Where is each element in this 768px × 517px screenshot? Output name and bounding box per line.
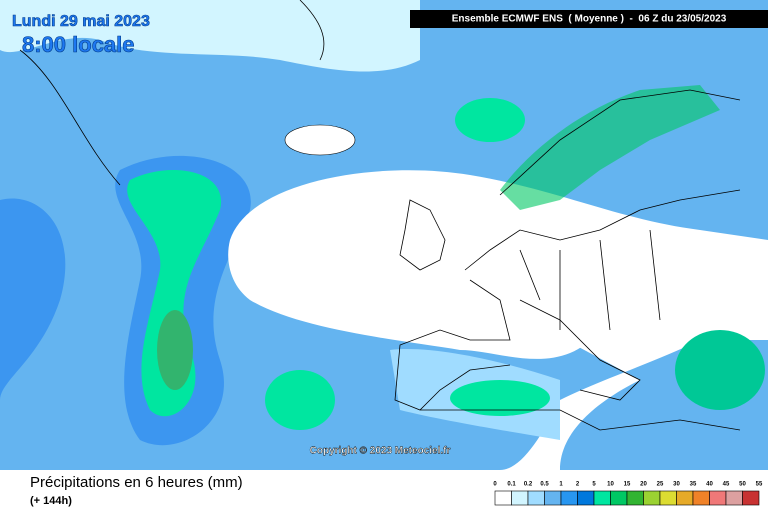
footer-title: Précipitations en 6 heures (mm) (30, 474, 243, 491)
precip-green (127, 170, 222, 417)
legend-swatch (527, 490, 545, 506)
legend-label: 0.2 (524, 482, 533, 488)
legend-label: 0.1 (507, 482, 516, 488)
legend-label: 2 (576, 482, 580, 488)
precip-green (675, 330, 765, 410)
time: 8:00 locale (22, 32, 135, 57)
precip-green (500, 85, 720, 210)
precip-green (455, 98, 525, 142)
legend-swatch (626, 490, 644, 506)
date: Lundi 29 mai 2023 (12, 13, 150, 30)
legend-swatch (692, 490, 710, 506)
legend-swatch (742, 490, 760, 506)
precip-green-dark (157, 310, 193, 390)
legend-swatch (610, 490, 628, 506)
legend-label: 20 (640, 482, 647, 488)
legend-label: 5 (592, 482, 596, 488)
legend-swatch (676, 490, 694, 506)
legend-label: 1 (559, 482, 563, 488)
legend-swatch (544, 490, 562, 506)
precip-green (265, 370, 335, 430)
model-info: Ensemble ECMWF ENS ( Moyenne ) - 06 Z du… (452, 14, 727, 25)
legend-label: 15 (624, 482, 631, 488)
legend-label: 55 (756, 482, 763, 488)
legend-swatch (725, 490, 743, 506)
coastlines (19, 0, 741, 431)
legend-swatch (511, 490, 529, 506)
copyright: Copyright © 2023 Meteociel.fr (310, 446, 451, 457)
legend-swatch (494, 490, 512, 506)
precip-green (450, 380, 550, 416)
legend: 0 0.1 0.2 0.5 1 2 5 10 15 20 25 30 35 40 45 50 55 (493, 482, 763, 506)
legend-swatch (643, 490, 661, 506)
footer-range: (+ 144h) (30, 495, 72, 507)
legend-swatch (593, 490, 611, 506)
precip-none (380, 240, 768, 470)
legend-label: 10 (607, 482, 614, 488)
legend-label: 0 (493, 482, 497, 488)
iceland (284, 124, 356, 156)
legend-swatch (577, 490, 595, 506)
legend-swatch (709, 490, 727, 506)
legend-label: 50 (739, 482, 746, 488)
model-box (410, 10, 768, 28)
legend-label: 40 (706, 482, 713, 488)
legend-swatch (560, 490, 578, 506)
map (0, 0, 768, 470)
precip-medium (0, 198, 66, 400)
legend-label: 35 (690, 482, 697, 488)
legend-swatch (659, 490, 677, 506)
legend-label: 45 (723, 482, 730, 488)
legend-label: 30 (673, 482, 680, 488)
legend-label: 0.5 (540, 482, 549, 488)
legend-label: 25 (657, 482, 664, 488)
